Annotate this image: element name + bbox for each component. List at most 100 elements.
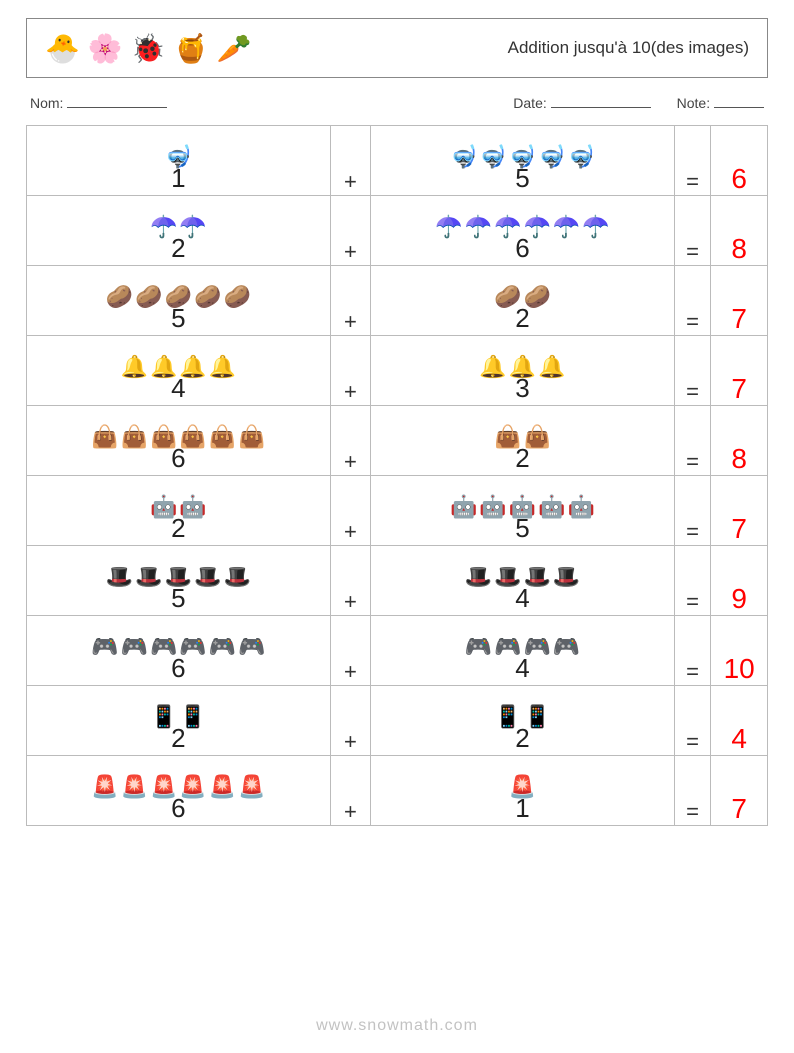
count-icon: 🤖: [479, 496, 506, 518]
operator-cell: +: [330, 476, 370, 546]
count-icon: 🎮: [209, 636, 236, 658]
problem-row: 👜👜👜👜👜👜6+👜👜2=8: [27, 406, 768, 476]
count-icon: 🎮: [91, 636, 118, 658]
header-icon-carrot: 🥕: [217, 32, 252, 65]
count-icon: 👜: [91, 426, 118, 448]
problem-row: 📱📱2+📱📱2=4: [27, 686, 768, 756]
note-blank: [714, 94, 764, 108]
equals-cell: =: [674, 406, 710, 476]
count-icon: 👜: [209, 426, 236, 448]
answer-cell: 7: [711, 266, 768, 336]
equals-cell: =: [674, 126, 710, 196]
operand-b-number: 6: [375, 234, 670, 265]
date-blank: [551, 94, 651, 108]
count-icon: 🎮: [238, 636, 265, 658]
answer-value: 6: [731, 163, 747, 194]
operand-a-cell: 🎩🎩🎩🎩🎩5: [27, 546, 331, 616]
operand-b-cell: 🤖🤖🤖🤖🤖5: [371, 476, 675, 546]
operand-a-number: 6: [31, 794, 326, 825]
operand-b-cell: 🤿🤿🤿🤿🤿5: [371, 126, 675, 196]
count-icon: 🚨: [121, 776, 148, 798]
count-icon: 🤿: [568, 146, 595, 168]
operand-a-number: 2: [31, 724, 326, 755]
operator-cell: +: [330, 616, 370, 686]
count-icon: 🎩: [194, 566, 221, 588]
operand-a-cell: 👜👜👜👜👜👜6: [27, 406, 331, 476]
answer-cell: 7: [711, 476, 768, 546]
count-icon: 🚨: [91, 776, 118, 798]
equals-cell: =: [674, 546, 710, 616]
problem-row: 🤿1+🤿🤿🤿🤿🤿5=6: [27, 126, 768, 196]
count-icon: 🔔: [209, 356, 236, 378]
operator-cell: +: [330, 336, 370, 406]
answer-cell: 8: [711, 406, 768, 476]
operator-cell: +: [330, 756, 370, 826]
name-blank: [67, 94, 167, 108]
operand-a-number: 4: [31, 374, 326, 405]
answer-value: 7: [731, 793, 747, 824]
count-icon: 🥔: [135, 286, 162, 308]
operand-b-cell: 🚨1: [371, 756, 675, 826]
operand-b-cell: ☂️☂️☂️☂️☂️☂️6: [371, 196, 675, 266]
answer-value: 9: [731, 583, 747, 614]
count-icon: 🤖: [568, 496, 595, 518]
count-icon: 🚨: [209, 776, 236, 798]
equals-cell: =: [674, 336, 710, 406]
problem-row: 🚨🚨🚨🚨🚨🚨6+🚨1=7: [27, 756, 768, 826]
header-icon-ladybug: 🐞: [131, 32, 166, 65]
answer-value: 10: [724, 653, 755, 684]
operand-b-cell: 🔔🔔🔔3: [371, 336, 675, 406]
problems-table: 🤿1+🤿🤿🤿🤿🤿5=6☂️☂️2+☂️☂️☂️☂️☂️☂️6=8🥔🥔🥔🥔🥔5+🥔…: [26, 125, 768, 826]
answer-cell: 4: [711, 686, 768, 756]
header-icon-chick: 🐣: [45, 32, 80, 65]
count-icon: 🔔: [479, 356, 506, 378]
operand-b-number: 1: [375, 794, 670, 825]
answer-cell: 8: [711, 196, 768, 266]
count-icon: 🎩: [465, 566, 492, 588]
count-icon: 🥔: [223, 286, 250, 308]
equals-cell: =: [674, 476, 710, 546]
count-icon: 🥔: [194, 286, 221, 308]
answer-value: 8: [731, 443, 747, 474]
operand-a-cell: 🚨🚨🚨🚨🚨🚨6: [27, 756, 331, 826]
operand-b-number: 2: [375, 724, 670, 755]
count-icon: 🔔: [538, 356, 565, 378]
count-icon: ☂️: [435, 216, 462, 238]
count-icon: 🎩: [223, 566, 250, 588]
operand-a-cell: 📱📱2: [27, 686, 331, 756]
operand-a-number: 5: [31, 304, 326, 335]
problem-row: 🎮🎮🎮🎮🎮🎮6+🎮🎮🎮🎮4=10: [27, 616, 768, 686]
equals-cell: =: [674, 196, 710, 266]
problem-row: 🥔🥔🥔🥔🥔5+🥔🥔2=7: [27, 266, 768, 336]
count-icon: 👜: [121, 426, 148, 448]
operand-b-number: 3: [375, 374, 670, 405]
count-icon: ☂️: [582, 216, 609, 238]
operand-a-cell: ☂️☂️2: [27, 196, 331, 266]
operand-b-cell: 🎩🎩🎩🎩4: [371, 546, 675, 616]
name-label: Nom:: [30, 95, 63, 111]
answer-cell: 10: [711, 616, 768, 686]
operand-b-number: 4: [375, 584, 670, 615]
answer-cell: 7: [711, 756, 768, 826]
count-icon: 🎩: [106, 566, 133, 588]
operand-b-number: 5: [375, 164, 670, 195]
operand-b-number: 4: [375, 654, 670, 685]
answer-value: 7: [731, 303, 747, 334]
page-title: Addition jusqu'à 10(des images): [508, 38, 749, 58]
count-icon: 🔔: [121, 356, 148, 378]
watermark: www.snowmath.com: [0, 1017, 794, 1035]
count-icon: 🎮: [121, 636, 148, 658]
operand-b-number: 2: [375, 444, 670, 475]
header-box: 🐣 🌸 🐞 🍯 🥕 Addition jusqu'à 10(des images…: [26, 18, 768, 78]
problem-row: 🔔🔔🔔🔔4+🔔🔔🔔3=7: [27, 336, 768, 406]
problem-row: 🤖🤖2+🤖🤖🤖🤖🤖5=7: [27, 476, 768, 546]
operand-b-cell: 📱📱2: [371, 686, 675, 756]
count-icon: 🤿: [538, 146, 565, 168]
meta-row: Nom: Date: Note:: [26, 92, 768, 125]
count-icon: ☂️: [465, 216, 492, 238]
answer-value: 4: [731, 723, 747, 754]
note-label: Note:: [677, 95, 710, 111]
equals-cell: =: [674, 616, 710, 686]
answer-cell: 7: [711, 336, 768, 406]
meta-name: Nom:: [30, 94, 167, 111]
